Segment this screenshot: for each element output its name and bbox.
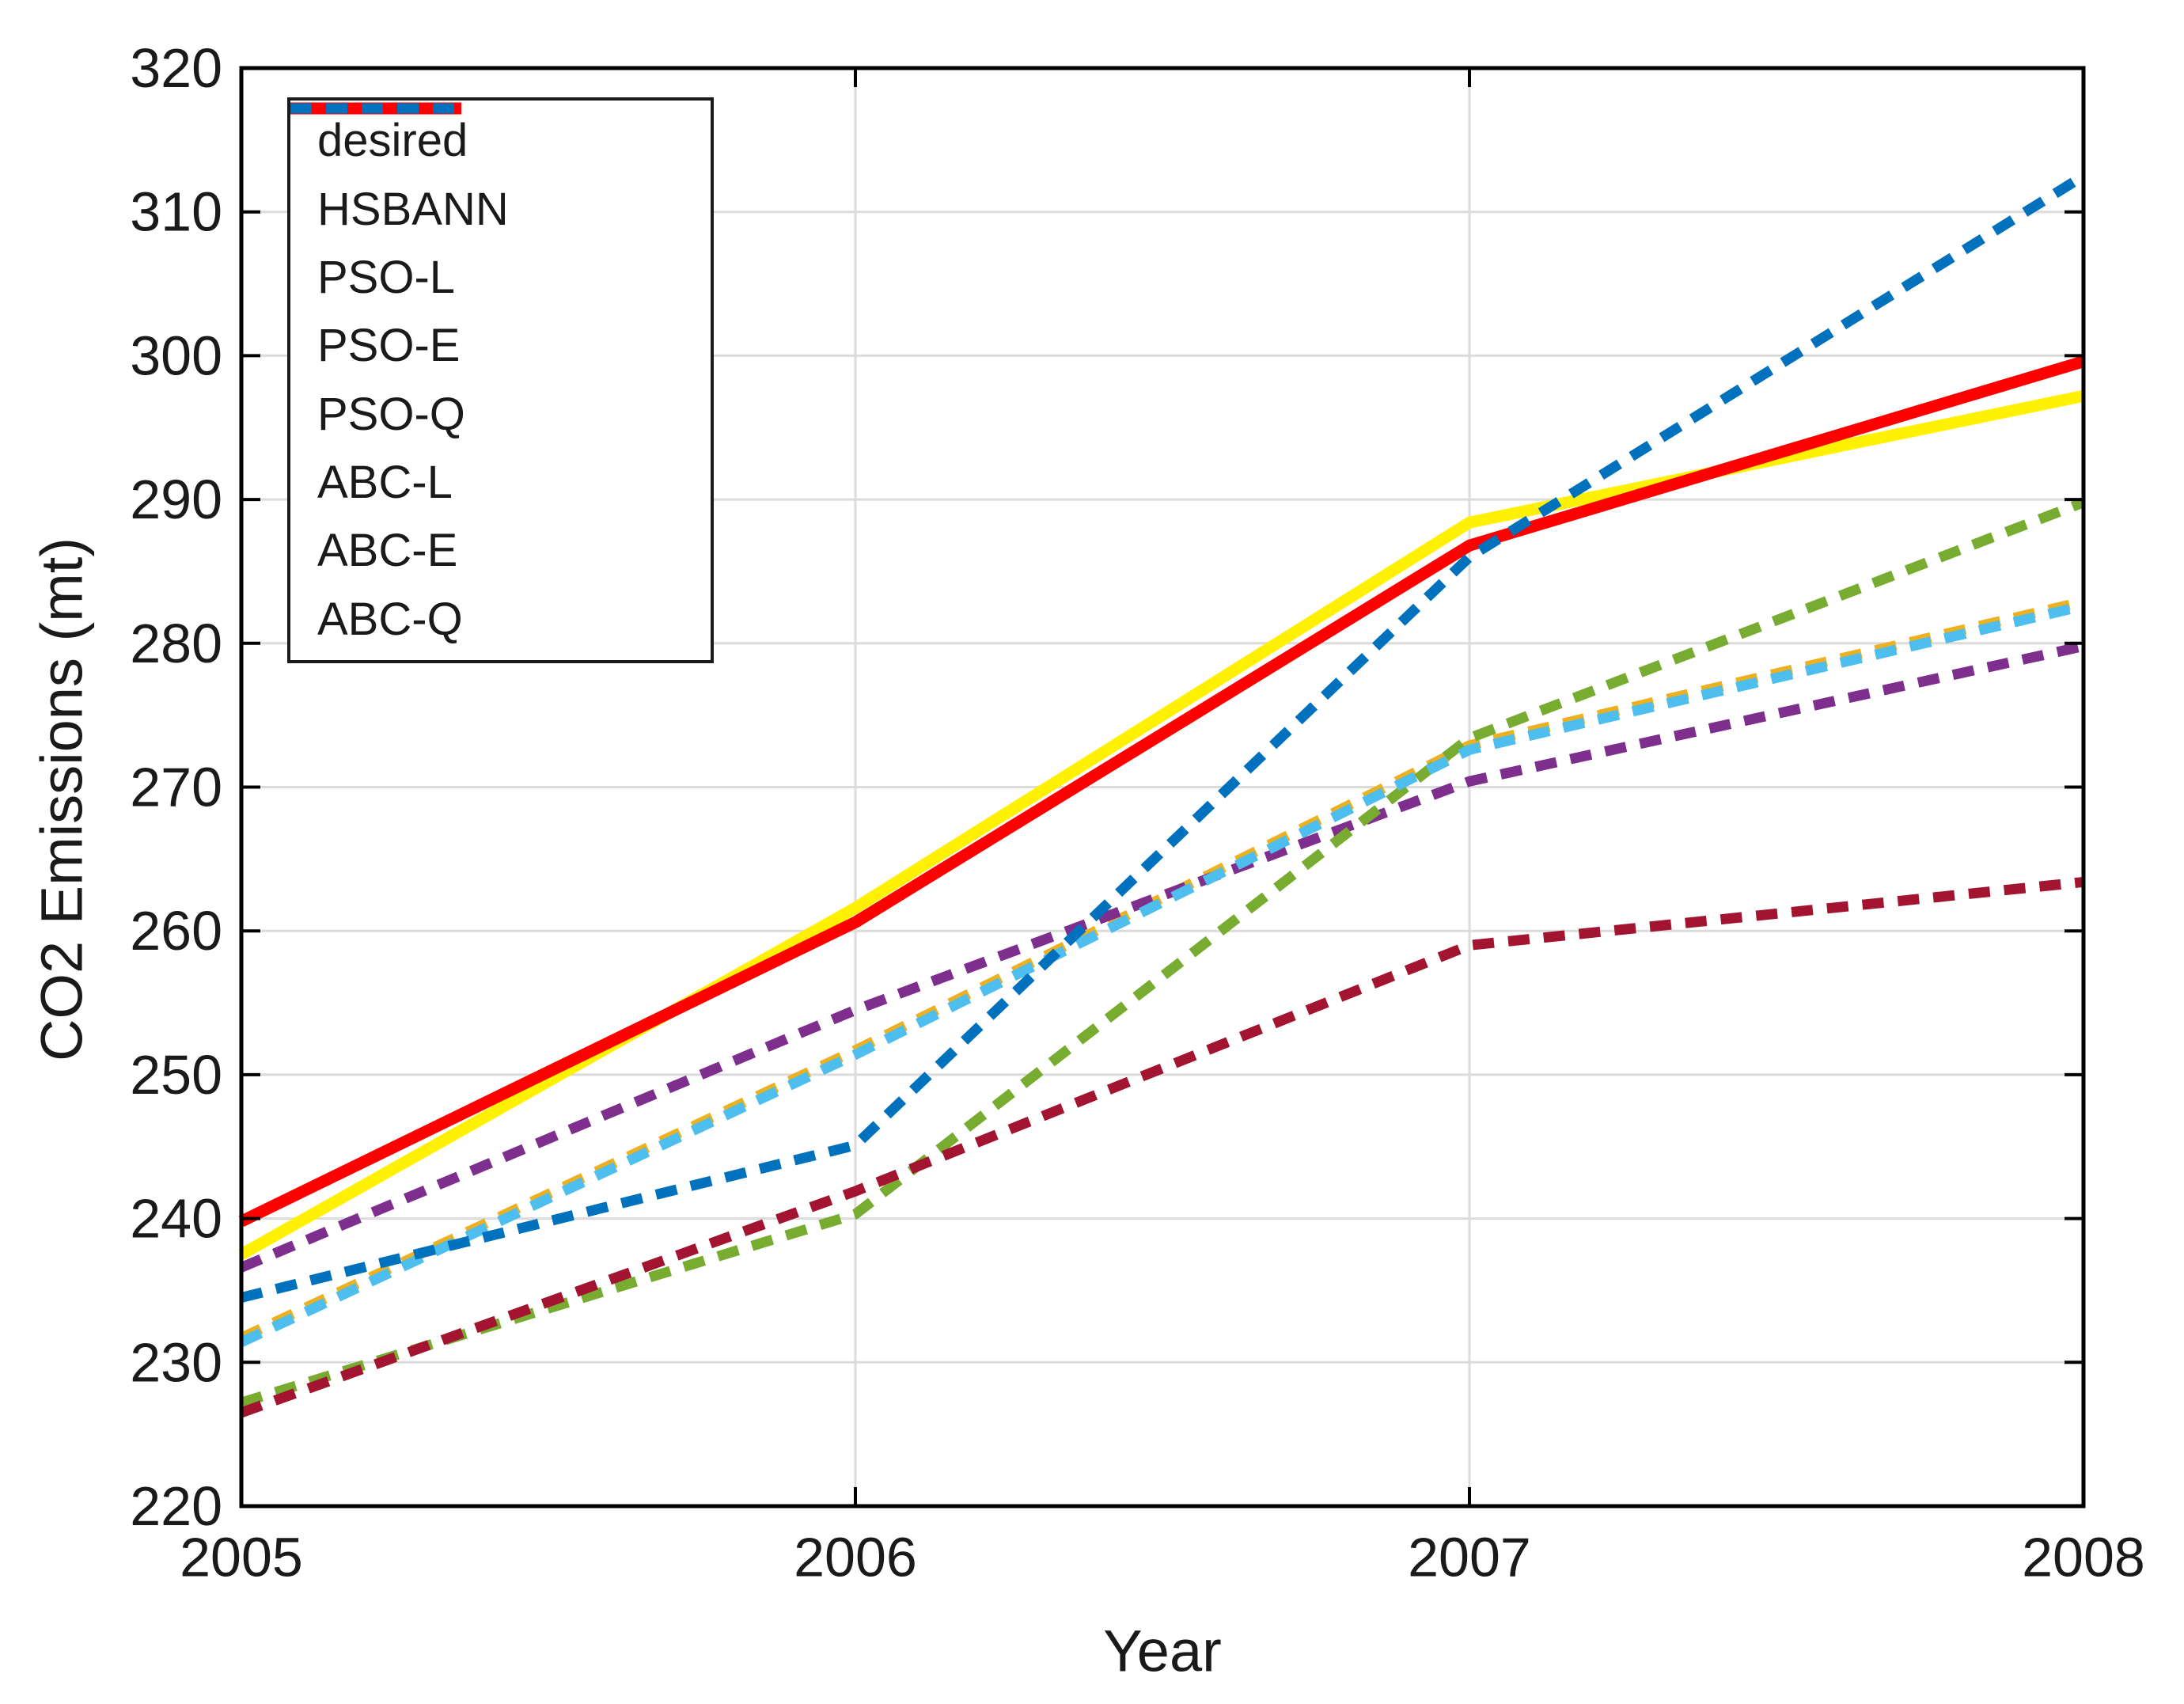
tick-labels: 220 230 240 250 260 270 280 290 300 310 320 2005 200…	[130, 37, 2145, 1588]
legend-label: ABC-Q	[317, 593, 463, 645]
legend-item-abc-e: ABC-E	[290, 103, 711, 577]
tick-marks	[240, 66, 2085, 1508]
ytick-label-310: 310	[130, 181, 222, 243]
ytick-label-300: 300	[130, 324, 222, 386]
xtick-label-2006: 2006	[794, 1526, 917, 1588]
ytick-label-280: 280	[130, 613, 222, 674]
legend-label: PSO-E	[317, 320, 461, 372]
ytick-label-240: 240	[130, 1188, 222, 1250]
legend-label: PSO-Q	[317, 388, 465, 440]
x-axis-label: Year	[1103, 1619, 1222, 1684]
legend-item-pso-l: PSO-L	[290, 103, 711, 303]
series-line-abc-e	[239, 876, 2084, 1418]
legend-item-pso-q: PSO-Q	[290, 103, 711, 440]
ytick-label-230: 230	[130, 1331, 222, 1393]
ytick-label-250: 250	[130, 1044, 222, 1106]
legend-label: HSBANN	[317, 183, 509, 235]
series-line-hsbann	[238, 355, 2086, 1227]
legend-item-pso-e: PSO-E	[290, 103, 711, 372]
legend-label: ABC-E	[317, 525, 458, 577]
legend-label: PSO-L	[317, 251, 456, 303]
ytick-label-220: 220	[130, 1475, 222, 1537]
legend-item-abc-l: ABC-L	[290, 103, 711, 509]
xtick-label-2008: 2008	[2022, 1526, 2145, 1588]
xtick-label-2005: 2005	[180, 1526, 303, 1588]
legend-label: desired	[317, 115, 468, 167]
series-lines	[238, 171, 2087, 1418]
legend-item-abc-q: ABC-Q	[290, 103, 711, 645]
y-axis-label: CO2 Emissions (mt)	[29, 537, 95, 1061]
series-line-pso-q	[240, 497, 2086, 1408]
legend-label: ABC-L	[317, 457, 453, 509]
legend-item-hsbann: HSBANN	[290, 102, 711, 235]
legend: desired HSBANN PSO-L PSO-E PSO-Q ABC-L ABC-E AB…	[287, 97, 714, 663]
xtick-label-2007: 2007	[1408, 1526, 1531, 1588]
ytick-label-260: 260	[130, 900, 222, 962]
ytick-label-320: 320	[130, 37, 222, 99]
legend-swatch-dashed	[290, 103, 461, 114]
series-line-abc-l	[239, 601, 2085, 1347]
series-line-pso-e	[239, 641, 2085, 1273]
legend-item-desired: desired	[290, 102, 711, 167]
ytick-label-270: 270	[130, 757, 222, 818]
ytick-label-290: 290	[130, 469, 222, 530]
